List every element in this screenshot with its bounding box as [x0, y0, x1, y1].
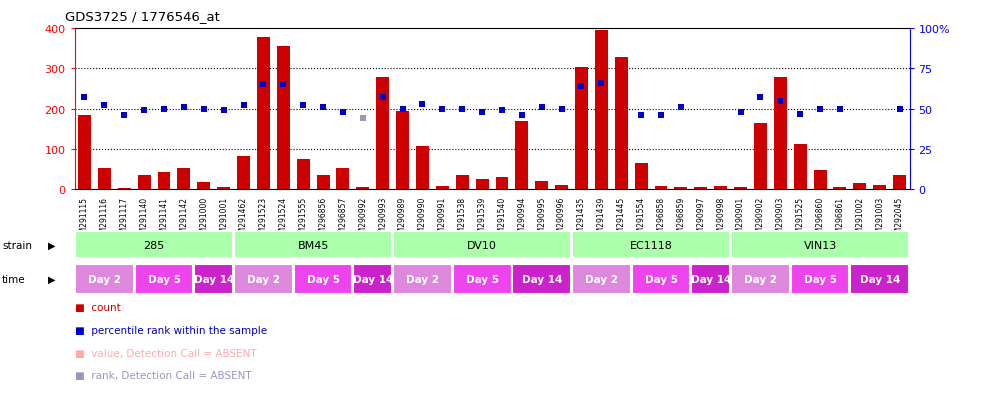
Bar	[773, 78, 787, 190]
Text: Day 14: Day 14	[691, 274, 731, 284]
Bar	[694, 188, 708, 190]
Bar	[276, 47, 290, 190]
Text: Day 5: Day 5	[803, 274, 837, 284]
Bar	[714, 187, 728, 190]
Bar	[177, 169, 190, 190]
Bar	[297, 160, 310, 190]
Text: Day 2: Day 2	[87, 274, 121, 284]
Bar	[731, 264, 790, 294]
Bar	[75, 264, 134, 294]
Text: Day 5: Day 5	[644, 274, 678, 284]
Bar	[512, 264, 572, 294]
Text: Day 14: Day 14	[194, 274, 234, 284]
Bar	[157, 173, 171, 190]
Text: Day 5: Day 5	[306, 274, 340, 284]
Bar	[316, 176, 330, 190]
Text: Day 2: Day 2	[247, 274, 280, 284]
Text: DV10: DV10	[467, 240, 497, 250]
Bar	[353, 264, 393, 294]
Bar	[853, 184, 867, 190]
Text: Day 5: Day 5	[465, 274, 499, 284]
Bar	[78, 116, 91, 190]
Bar	[336, 169, 350, 190]
Bar	[850, 264, 910, 294]
Text: ▶: ▶	[48, 240, 56, 250]
Bar	[293, 264, 353, 294]
Bar	[734, 188, 747, 190]
Bar	[631, 264, 691, 294]
Bar	[194, 264, 234, 294]
Bar	[256, 38, 270, 190]
Text: ■  rank, Detection Call = ABSENT: ■ rank, Detection Call = ABSENT	[75, 370, 251, 380]
Bar	[393, 264, 452, 294]
Bar	[536, 181, 549, 190]
Bar	[572, 232, 731, 259]
Bar	[614, 58, 628, 190]
Bar	[572, 264, 631, 294]
Bar	[691, 264, 731, 294]
Bar	[75, 232, 234, 259]
Bar	[873, 185, 887, 190]
Text: Day 14: Day 14	[353, 274, 393, 284]
Bar	[217, 188, 230, 190]
Text: strain: strain	[2, 240, 32, 250]
Bar	[393, 232, 572, 259]
Bar	[635, 164, 648, 190]
Text: Day 5: Day 5	[147, 274, 181, 284]
Text: ■  percentile rank within the sample: ■ percentile rank within the sample	[75, 325, 266, 335]
Bar	[452, 264, 512, 294]
Bar	[134, 264, 194, 294]
Bar	[376, 78, 390, 190]
Text: BM45: BM45	[297, 240, 329, 250]
Bar	[594, 31, 608, 190]
Text: time: time	[2, 274, 26, 284]
Bar	[655, 186, 668, 190]
Text: Day 2: Day 2	[744, 274, 777, 284]
Bar	[117, 189, 131, 190]
Bar	[790, 264, 850, 294]
Bar	[496, 178, 509, 190]
Bar	[97, 169, 111, 190]
Bar	[813, 171, 827, 190]
Bar	[436, 186, 449, 190]
Bar	[396, 112, 410, 190]
Bar	[197, 182, 211, 190]
Text: EC1118: EC1118	[629, 240, 673, 250]
Bar	[357, 188, 370, 190]
Text: Day 2: Day 2	[584, 274, 618, 284]
Bar	[456, 176, 469, 190]
Text: Day 14: Day 14	[860, 274, 900, 284]
Text: Day 2: Day 2	[406, 274, 439, 284]
Text: ■  count: ■ count	[75, 302, 120, 312]
Bar	[793, 145, 807, 190]
Bar	[516, 121, 529, 190]
Text: Day 14: Day 14	[522, 274, 562, 284]
Bar	[137, 176, 151, 190]
Bar	[555, 185, 569, 190]
Bar	[731, 232, 910, 259]
Bar	[754, 123, 767, 190]
Bar	[237, 157, 250, 190]
Bar	[476, 180, 489, 190]
Bar	[674, 188, 688, 190]
Text: ▶: ▶	[48, 274, 56, 284]
Text: ■  value, Detection Call = ABSENT: ■ value, Detection Call = ABSENT	[75, 348, 256, 358]
Bar	[416, 147, 429, 190]
Text: VIN13: VIN13	[803, 240, 837, 250]
Bar	[234, 264, 293, 294]
Text: GDS3725 / 1776546_at: GDS3725 / 1776546_at	[65, 10, 220, 23]
Bar	[575, 68, 588, 190]
Bar	[893, 176, 907, 190]
Bar	[234, 232, 393, 259]
Bar	[833, 188, 847, 190]
Text: 285: 285	[143, 240, 165, 250]
